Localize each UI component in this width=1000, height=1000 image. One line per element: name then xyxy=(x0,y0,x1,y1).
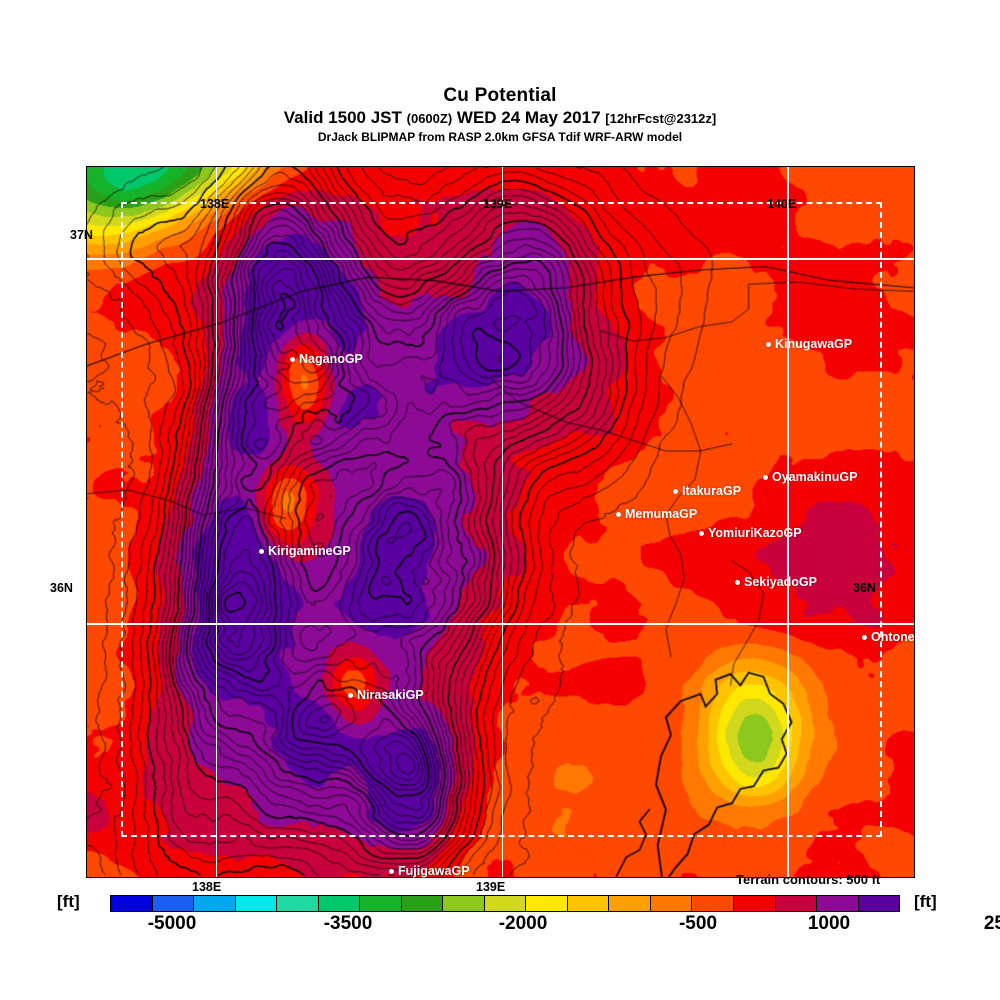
station-dot-icon xyxy=(735,579,740,585)
cu-potential-raster xyxy=(87,167,914,877)
colorbar-tick: -500 xyxy=(678,913,718,934)
station-label: MemumaGP xyxy=(625,507,698,521)
colorbar-unit-left: [ft] xyxy=(57,892,80,911)
station-dot-icon xyxy=(389,868,394,874)
station-marker[interactable]: MemumaGP xyxy=(616,507,697,521)
graticule-parallel xyxy=(87,623,914,625)
graticule-label: 139E xyxy=(476,880,506,894)
map-panel[interactable] xyxy=(86,166,915,878)
valid-prefix: Valid 1500 JST xyxy=(283,108,402,127)
terrain-contour-note: Terrain contours: 500 ft xyxy=(736,872,881,887)
station-label: NirasakiGP xyxy=(357,688,424,702)
colorbar-segment xyxy=(401,896,444,911)
graticule-parallel xyxy=(87,258,914,260)
colorbar-segment xyxy=(443,896,485,911)
station-dot-icon xyxy=(348,692,353,698)
colorbar-segment xyxy=(650,896,693,911)
forecast-domain-box xyxy=(121,202,882,837)
station-marker[interactable]: OyamakinuGP xyxy=(763,470,857,484)
colorbar-scale xyxy=(110,895,900,912)
colorbar-segment xyxy=(817,896,859,911)
station-dot-icon xyxy=(673,488,678,494)
colorbar-unit-right: [ft] xyxy=(914,892,937,911)
station-label: Ohtone xyxy=(871,630,915,644)
station-dot-icon xyxy=(763,474,768,480)
colorbar-legend: [ft] [ft] -5000 -3500 -2000 -500 1000 2500 xyxy=(0,892,1000,953)
colorbar-segment xyxy=(692,896,734,911)
station-label: OyamakinuGP xyxy=(772,470,858,484)
station-marker[interactable]: KirigamineGP xyxy=(259,544,351,558)
graticule-label: 37N xyxy=(70,228,93,242)
station-dot-icon xyxy=(259,548,264,554)
colorbar-segment xyxy=(318,896,361,911)
page-title: Cu Potential xyxy=(443,85,557,106)
station-dot-icon xyxy=(862,634,867,640)
colorbar-segment xyxy=(194,896,236,911)
valid-time-line: Valid 1500 JST (0600Z) WED 24 May 2017 [… xyxy=(0,107,1000,129)
colorbar-tick: -3500 xyxy=(323,913,373,934)
colorbar-tick: 2500 xyxy=(983,913,1000,934)
station-marker[interactable]: KinugawaGP xyxy=(766,337,852,351)
station-label: SekiyadoGP xyxy=(744,575,817,589)
colorbar-segment xyxy=(567,896,610,911)
colorbar-segment xyxy=(111,896,153,911)
station-marker[interactable]: ItakuraGP xyxy=(673,484,741,498)
graticule-label: 36N xyxy=(853,581,876,595)
colorbar-segment xyxy=(152,896,195,911)
model-source-line: DrJack BLIPMAP from RASP 2.0km GFSA Tdif… xyxy=(317,130,683,144)
graticule-meridian xyxy=(215,167,218,877)
station-marker[interactable]: YomiuriKazoGP xyxy=(699,526,802,540)
graticule-label: 138E xyxy=(200,197,230,211)
station-marker[interactable]: NirasakiGP xyxy=(348,688,424,702)
station-marker[interactable]: NaganoGP xyxy=(290,352,363,366)
station-dot-icon xyxy=(616,511,621,517)
colorbar-tick: -2000 xyxy=(498,913,548,934)
colorbar-tick: 1000 xyxy=(807,913,851,934)
graticule-meridian xyxy=(787,167,789,877)
graticule-label: 138E xyxy=(192,880,222,894)
colorbar-segment xyxy=(360,896,402,911)
station-label: YomiuriKazoGP xyxy=(708,526,802,540)
station-label: FujigawaGP xyxy=(398,864,470,878)
forecast-tag: [12hrFcst@2312z] xyxy=(605,111,717,126)
title-block: Cu Potential Valid 1500 JST (0600Z) WED … xyxy=(0,86,1000,145)
graticule-label: 139E xyxy=(483,197,513,211)
station-label: ItakuraGP xyxy=(682,484,742,498)
station-label: KirigamineGP xyxy=(268,544,351,558)
station-marker[interactable]: SekiyadoGP xyxy=(735,575,817,589)
colorbar-segment xyxy=(775,896,818,911)
station-dot-icon xyxy=(290,356,295,362)
colorbar-segment xyxy=(858,896,900,911)
station-label: NaganoGP xyxy=(299,352,363,366)
graticule-label: 140E xyxy=(767,197,797,211)
valid-utc: (0600Z) xyxy=(406,111,453,126)
graticule-meridian xyxy=(501,167,503,877)
colorbar-segment xyxy=(484,896,527,911)
valid-date: WED 24 May 2017 xyxy=(456,108,601,127)
station-marker[interactable]: Ohtone xyxy=(862,630,915,644)
colorbar-segment xyxy=(733,896,776,911)
graticule-label: 36N xyxy=(50,581,73,595)
colorbar-segment xyxy=(609,896,651,911)
station-dot-icon xyxy=(699,530,704,536)
colorbar-tick: -5000 xyxy=(147,913,197,934)
station-marker[interactable]: FujigawaGP xyxy=(389,864,470,878)
station-label: KinugawaGP xyxy=(775,337,853,351)
colorbar-segment xyxy=(277,896,319,911)
station-dot-icon xyxy=(766,341,771,347)
colorbar-segment xyxy=(235,896,278,911)
colorbar-segment xyxy=(526,896,568,911)
